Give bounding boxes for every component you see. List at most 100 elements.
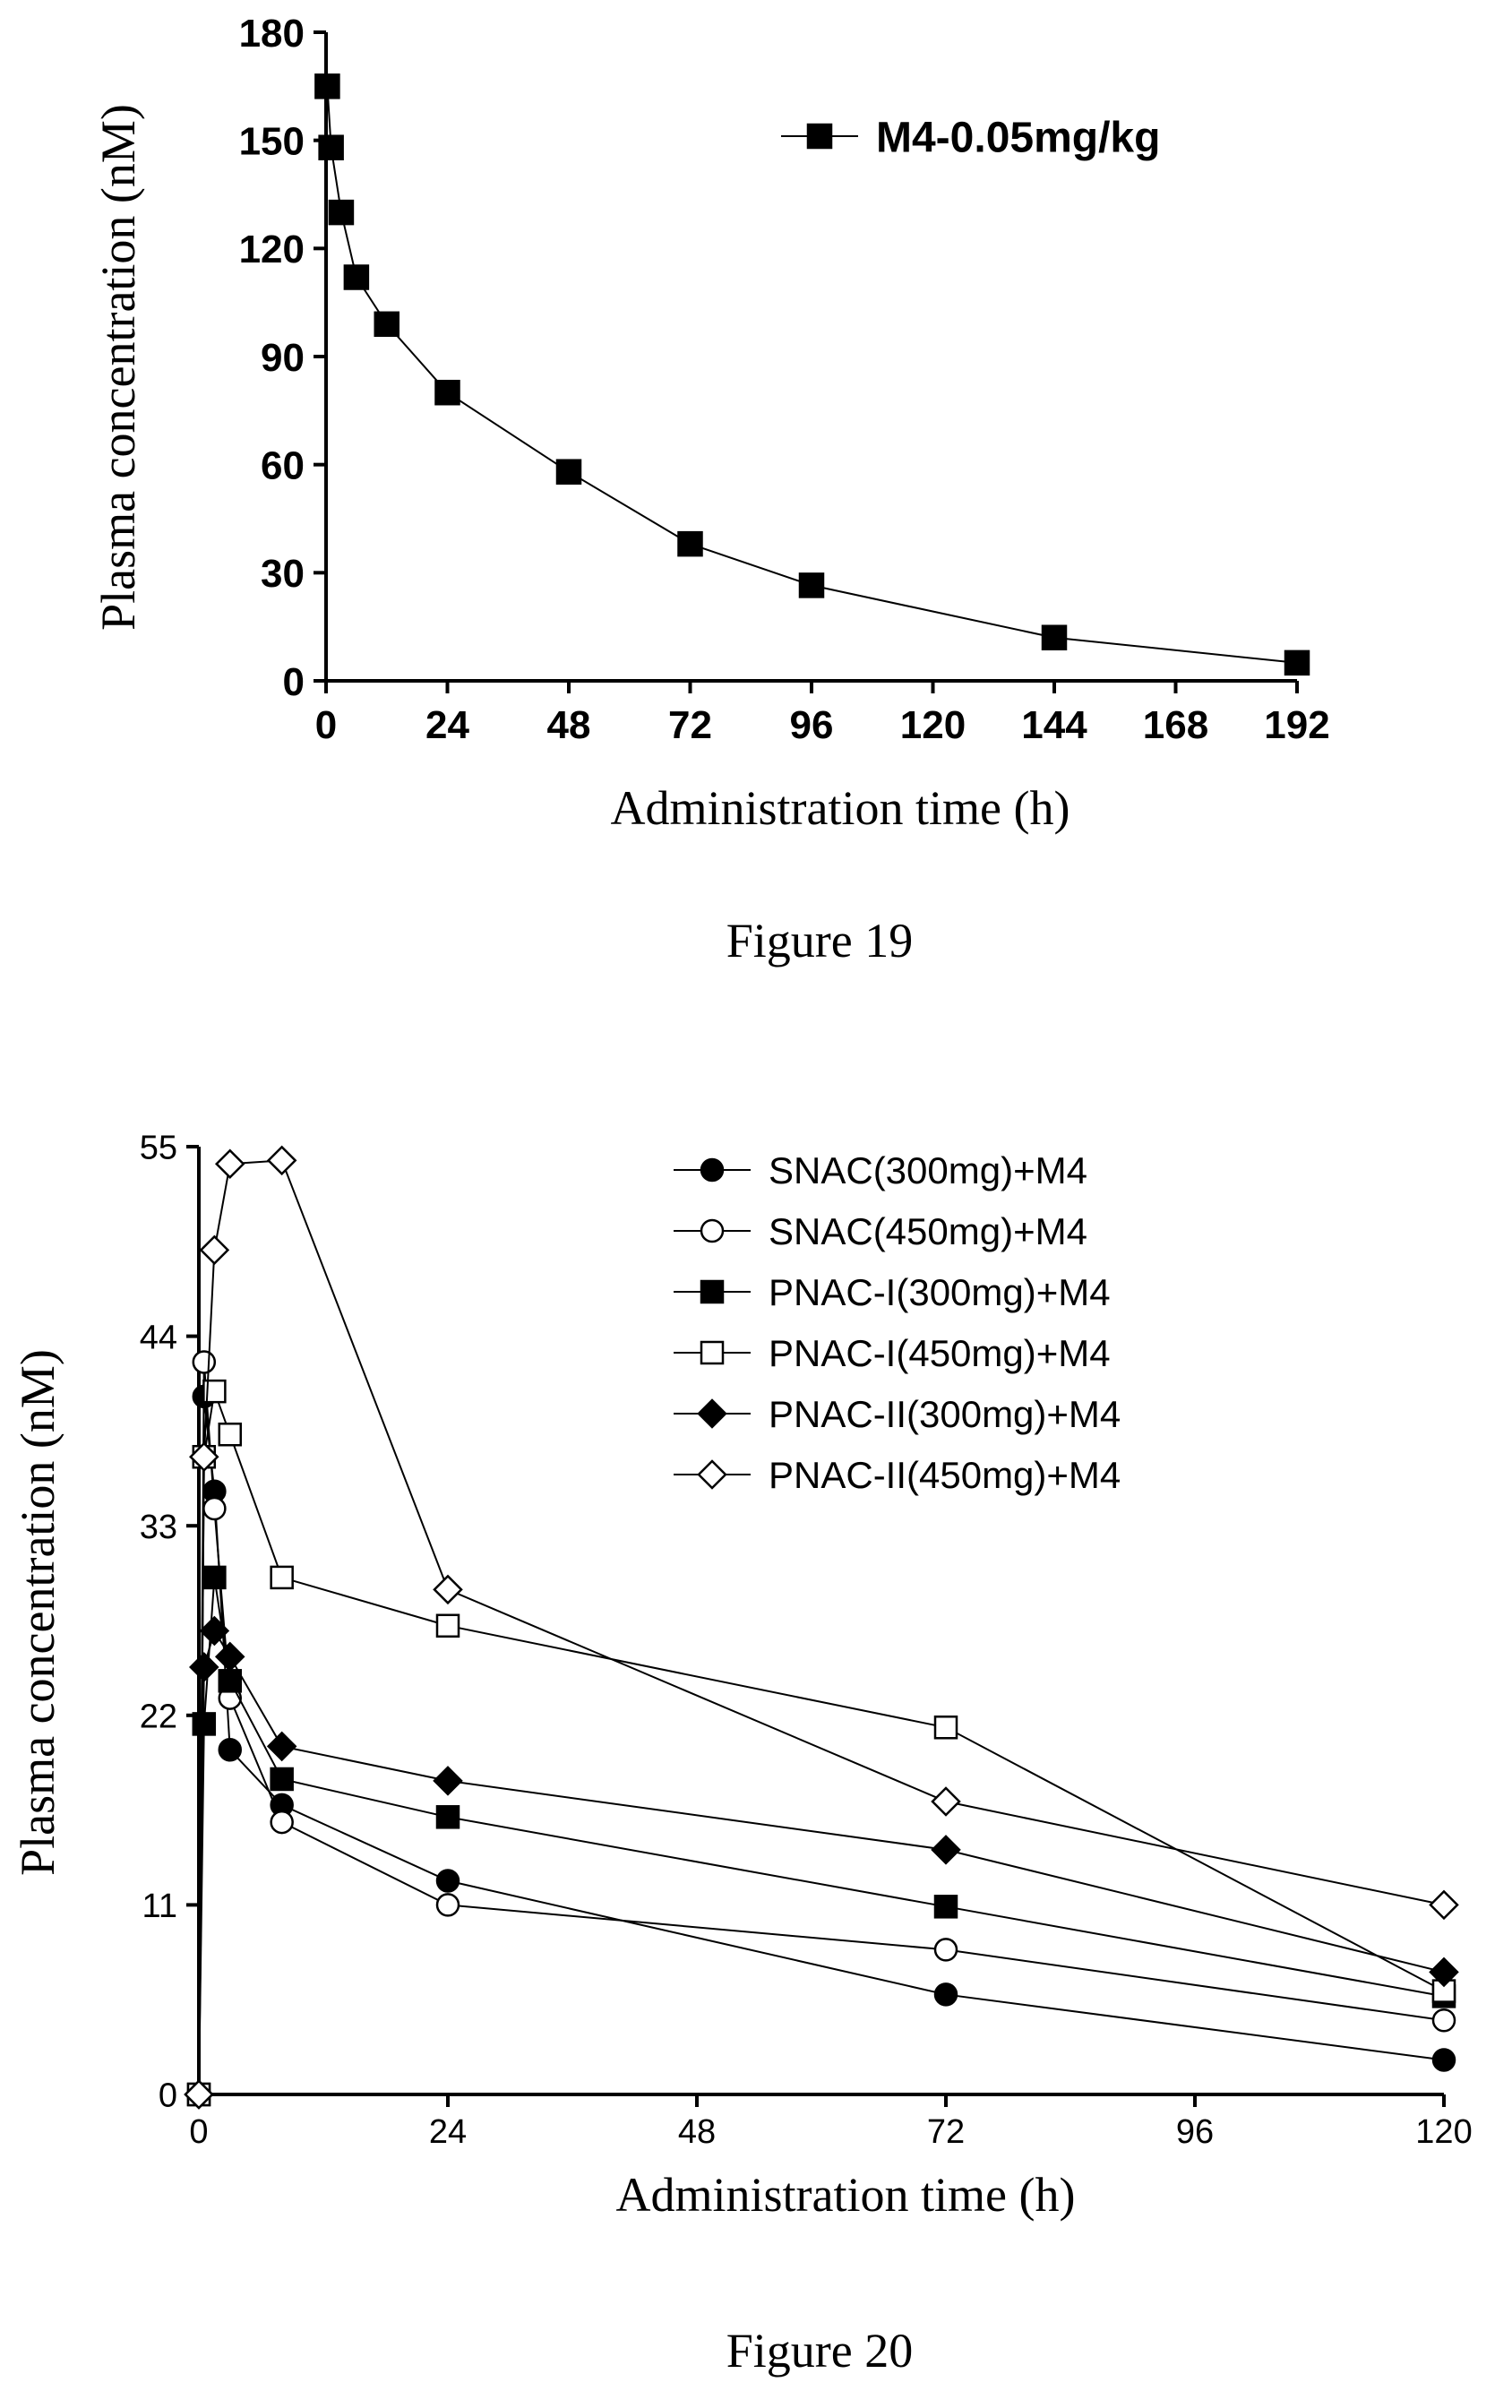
figure-20-point-pnac-ii-300mg-m4 [199,1615,230,1647]
figure-19-x-tick-label: 24 [425,703,469,747]
figure-19-point-m4-0-05mg-kg [328,199,355,226]
figure-20-y-tick-label: 0 [159,2077,177,2115]
figure-20-point-pnac-ii-450mg-m4 [184,2079,214,2110]
figure-20-point-pnac-i-300mg-m4 [933,1895,958,1919]
figure-19-y-tick-label: 120 [239,228,305,271]
figure-19-legend-label-m4-0-05mg-kg: M4-0.05mg/kg [876,114,1160,161]
figure-20-x-tick-label: 72 [927,2113,965,2151]
figure-20-point-pnac-i-300mg-m4 [202,1565,227,1590]
figure-20-legend-marker-snac-450mg-m4 [700,1218,725,1243]
figure-19-point-m4-0-05mg-kg [555,459,582,485]
figure-20-point-snac-300mg-m4 [933,1982,958,2007]
figure-20-point-snac-450mg-m4 [270,1810,294,1835]
figure-20-point-pnac-ii-450mg-m4 [199,1234,230,1266]
figure-20-point-pnac-i-450mg-m4 [270,1565,294,1590]
figure-20-point-pnac-ii-300mg-m4 [189,1652,219,1682]
figure-19-x-tick-label: 48 [547,703,591,747]
figure-19-caption: Figure 19 [726,914,914,968]
figure-20-point-pnac-i-300mg-m4 [270,1767,294,1792]
figure-19-point-m4-0-05mg-kg [1041,624,1068,650]
figure-20-y-tick-label: 33 [140,1509,177,1546]
figure-20-line-pnac-ii-300mg-m4 [198,1629,1445,2095]
figure-20-line-pnac-i-450mg-m4 [198,1390,1445,2095]
figure-20-y-tick-label: 11 [142,1888,177,1925]
figure-20-legend-marker-pnac-i-450mg-m4 [700,1340,725,1365]
figure-20-legend-marker-pnac-i-300mg-m4 [700,1279,725,1304]
figure-20-point-pnac-i-450mg-m4 [435,1613,460,1638]
figure-20-legend: SNAC(300mg)+M4 SNAC(450mg)+M4 PNAC-I(300mg… [674,1149,1121,1496]
figure-20-x-tick-label: 48 [678,2113,716,2151]
figure-19-y-tick-label: 90 [261,336,305,380]
figure-20-point-pnac-ii-450mg-m4 [189,1441,219,1473]
figure-20-point-pnac-ii-450mg-m4 [214,1148,245,1180]
figure-20-point-pnac-i-450mg-m4 [933,1716,958,1740]
figure-20-legend-label-pnac-i-300mg-m4: PNAC-I(300mg)+M4 [769,1271,1111,1313]
figure-19-y-tick-label: 150 [239,120,305,164]
figure-20-caption: Figure 20 [726,2324,914,2378]
figure-19-x-tick-label: 168 [1143,703,1208,747]
figure-20-point-pnac-ii-450mg-m4 [1429,1889,1459,1921]
figure-20-legend-label-snac-450mg-m4: SNAC(450mg)+M4 [769,1210,1087,1252]
figure-20-legend-label-pnac-ii-300mg-m4: PNAC-II(300mg)+M4 [769,1393,1121,1435]
figure-20-point-pnac-ii-300mg-m4 [433,1766,463,1796]
figure-20-point-pnac-ii-450mg-m4 [433,1574,463,1605]
figure-19-legend: M4-0.05mg/kg [781,114,1160,161]
figure-20-y-tick-label: 22 [140,1698,177,1735]
figure-19-y-tick-label: 60 [261,444,305,488]
figure-19-y-tick-label: 0 [283,660,305,704]
figure-20-legend-label-pnac-i-450mg-m4: PNAC-I(450mg)+M4 [769,1332,1111,1374]
figure-19-point-m4-0-05mg-kg [374,311,399,338]
figure-20-legend-marker-pnac-ii-300mg-m4 [697,1398,727,1429]
figure-20-y-tick-label: 44 [140,1319,177,1356]
figure-20-point-snac-450mg-m4 [202,1496,227,1521]
figure-20-point-pnac-ii-450mg-m4 [931,1786,961,1817]
figure-20-point-snac-300mg-m4 [1431,2048,1456,2072]
figure-20-x-axis-label: Administration time (h) [616,2168,1076,2222]
figure-20-point-snac-450mg-m4 [933,1938,958,1962]
figure-20-x-tick-label: 120 [1415,2113,1472,2151]
figure-19-x-tick-label: 192 [1264,703,1329,747]
figure-19-x-axis-label: Administration time (h) [611,781,1070,835]
figure-20-point-pnac-i-300mg-m4 [218,1669,242,1693]
figure-20-point-pnac-i-300mg-m4 [435,1805,460,1829]
figure-19-point-m4-0-05mg-kg [314,73,340,99]
figure-20-point-snac-450mg-m4 [1431,2008,1456,2033]
figure-20-point-snac-450mg-m4 [192,1350,217,1374]
figure-20-point-pnac-ii-300mg-m4 [1429,1956,1459,1988]
figure-20-line-pnac-i-300mg-m4 [198,1577,1445,2095]
figure-20-point-pnac-ii-300mg-m4 [214,1641,245,1673]
figure-20-series [184,1145,1459,2110]
figure-19-point-m4-0-05mg-kg [677,530,703,557]
figure-20-legend-label-pnac-ii-450mg-m4: PNAC-II(450mg)+M4 [769,1454,1121,1496]
figure-20-legend-label-snac-300mg-m4: SNAC(300mg)+M4 [769,1149,1087,1191]
figure-20-point-snac-300mg-m4 [218,1738,242,1762]
figure-20-y-tick-label: 55 [140,1130,177,1167]
figure-20-x-tick-label: 24 [429,2113,467,2151]
figure-19-series [314,73,1310,676]
figure-20-point-pnac-ii-300mg-m4 [266,1731,297,1762]
figure-20-y-axis-label: Plasma concentration (nM) [11,1349,64,1876]
figure-19-y-tick-label: 180 [239,12,305,56]
figure-20-line-pnac-ii-450mg-m4 [198,1159,1445,2095]
figure-19-point-m4-0-05mg-kg [798,572,825,598]
figure-19-x-tick-label: 96 [790,703,834,747]
figure-20-x-tick-label: 0 [189,2113,208,2151]
figure-20-x-tick-label: 96 [1176,2113,1214,2151]
figure-19-y-axis-label: Plasma concentration (nM) [91,104,145,631]
figure-20-line-snac-300mg-m4 [198,1396,1445,2095]
figure-20-point-snac-450mg-m4 [435,1893,460,1917]
figure-19-x-tick-label: 0 [315,703,337,747]
figure-19-x-tick-label: 72 [668,703,712,747]
figure-19-legend-marker-m4-0-05mg-kg [806,123,833,150]
figure-20-point-pnac-ii-450mg-m4 [266,1145,297,1176]
figure-19-point-m4-0-05mg-kg [434,379,460,406]
figure-20-legend-marker-snac-300mg-m4 [700,1157,725,1182]
figure-20-legend-marker-pnac-ii-450mg-m4 [697,1459,727,1490]
figure-19-point-m4-0-05mg-kg [1284,649,1310,676]
figure-19-chart: 0 24 48 72 96 120 144 168 192 0 30 60 90 120 150 180 M4… [91,12,1330,968]
figure-20-point-pnac-i-450mg-m4 [218,1422,242,1447]
figure-19-x-tick-label: 144 [1021,703,1087,747]
figure-19-point-m4-0-05mg-kg [318,134,344,160]
figure-20-point-snac-300mg-m4 [435,1869,460,1893]
